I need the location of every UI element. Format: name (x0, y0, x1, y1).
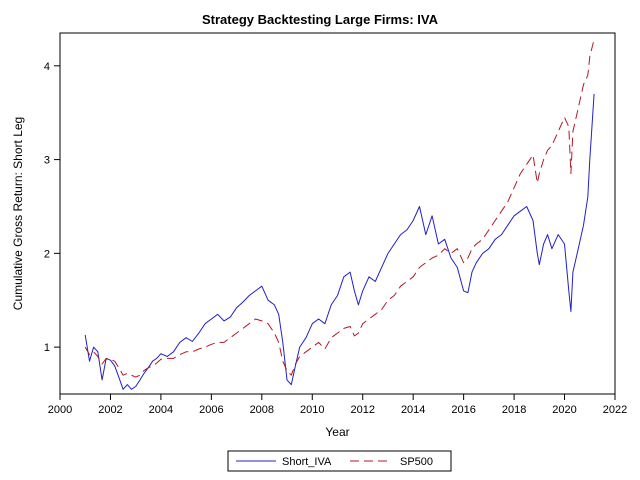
y-axis: 1 2 3 4 (44, 61, 60, 354)
y-tick-label: 2 (44, 248, 50, 260)
x-tick-label: 2014 (401, 404, 425, 416)
x-tick-label: 2016 (451, 404, 475, 416)
x-tick-label: 2006 (199, 404, 223, 416)
y-tick-label: 4 (44, 61, 50, 73)
chart-title: Strategy Backtesting Large Firms: IVA (202, 12, 439, 27)
x-tick-label: 2018 (502, 404, 526, 416)
y-tick-label: 1 (44, 342, 50, 354)
series-line-short-iva (84, 93, 595, 390)
legend-label-sp500: SP500 (400, 456, 433, 468)
legend: Short_IVA SP500 (227, 450, 452, 472)
x-tick-label: 2000 (48, 404, 72, 416)
series-line-sp500 (84, 39, 595, 378)
plot-area (59, 32, 616, 395)
x-tick-label: 2012 (350, 404, 374, 416)
y-axis-label: Cumulative Gross Return: Short Leg (11, 117, 25, 310)
x-tick-label: 2004 (149, 404, 173, 416)
x-tick-label: 2008 (250, 404, 274, 416)
x-axis-label: Year (325, 425, 349, 439)
x-tick-label: 2022 (603, 404, 627, 416)
x-tick-label: 2010 (300, 404, 324, 416)
y-tick-label: 3 (44, 155, 50, 167)
legend-box (227, 450, 452, 472)
x-tick-label: 2020 (552, 404, 576, 416)
series-group (84, 39, 595, 390)
x-axis: 2000 2002 2004 2006 2008 2010 2012 2014 2016 2018… (48, 394, 627, 416)
x-tick-label: 2002 (98, 404, 122, 416)
legend-label-short-iva: Short_IVA (282, 456, 332, 468)
